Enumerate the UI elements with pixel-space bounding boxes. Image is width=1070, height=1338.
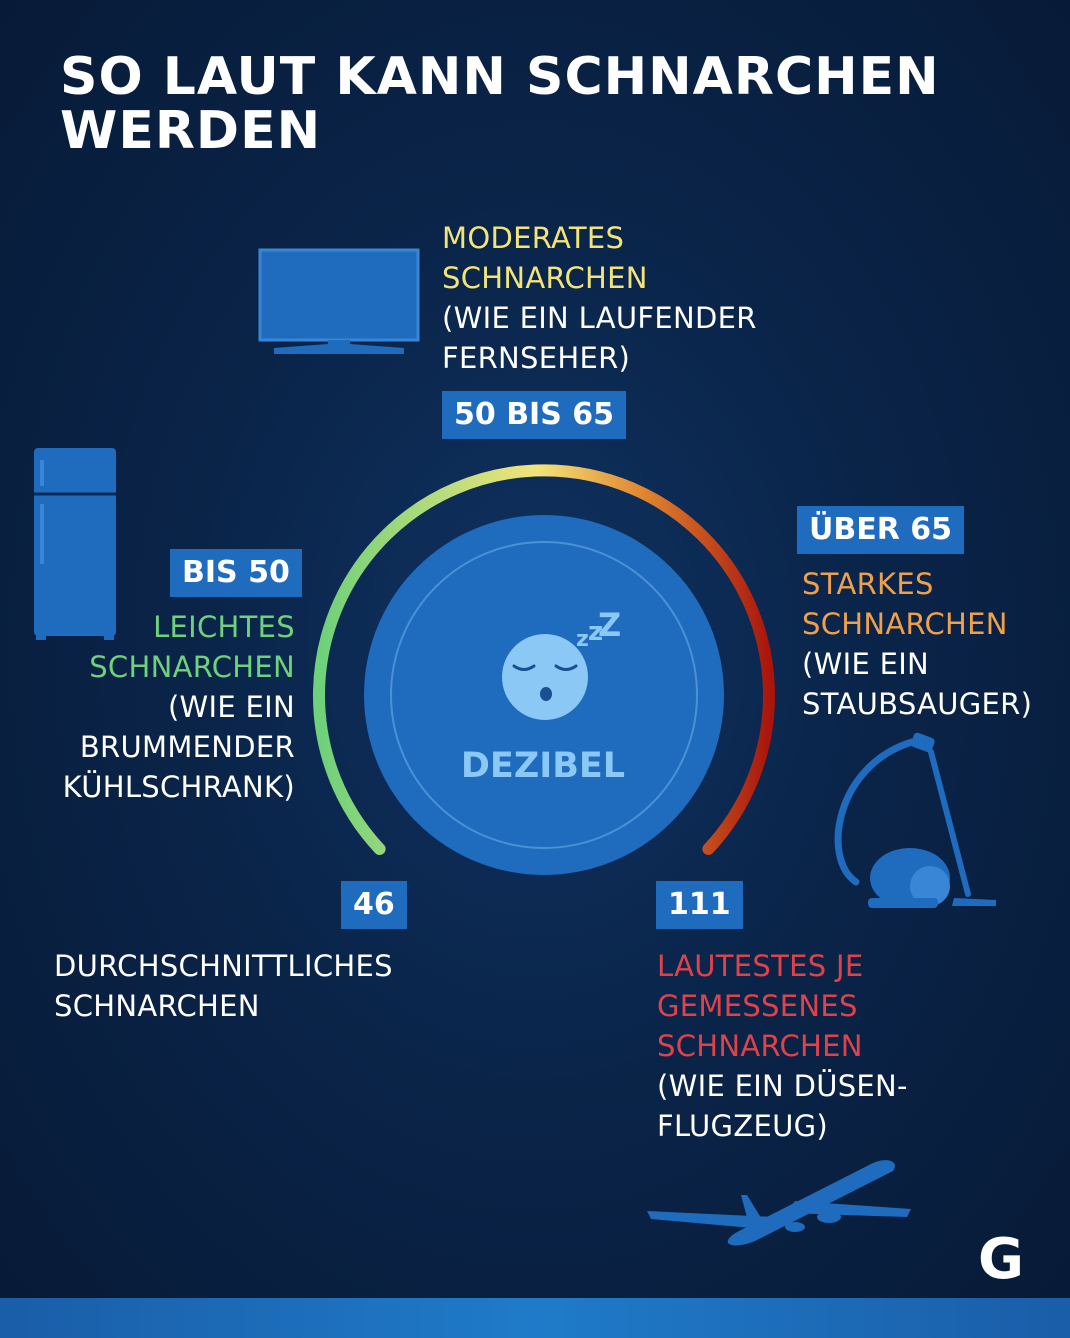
bottom-bar — [0, 1298, 1070, 1338]
moderate-badge: 50 BIS 65 — [442, 391, 627, 439]
light-description: (WIE EIN — [167, 690, 295, 724]
moderate-title: MODERATES — [442, 221, 625, 255]
strong-badge: ÜBER 65 — [797, 506, 965, 554]
strong-label: STARKES SCHNARCHEN (WIE EIN STAUBSAUGER) — [802, 564, 1032, 724]
light-title: LEICHTES — [153, 610, 295, 644]
dezibel-label: DEZIBEL — [461, 746, 625, 786]
page-title: SO LAUT KANN SCHNARCHEN WERDEN — [60, 47, 940, 161]
tv-icon — [258, 248, 420, 354]
sleeping-face-icon — [502, 634, 588, 720]
svg-text:Z: Z — [598, 606, 621, 644]
fridge-icon — [34, 448, 116, 640]
gauge-arc — [313, 464, 775, 855]
average-badge: 46 — [341, 881, 407, 929]
svg-text:z: z — [576, 627, 589, 652]
strong-description: (WIE EIN — [802, 647, 930, 681]
airplane-icon — [647, 1160, 911, 1246]
light-badge: BIS 50 — [170, 549, 302, 597]
decibel-gauge: z z Z DEZIBEL — [313, 464, 775, 875]
svg-text:z: z — [588, 617, 603, 647]
loudest-description: (WIE EIN DÜSEN- — [657, 1069, 908, 1103]
loudest-label: LAUTESTES JE GEMESSENES SCHNARCHEN (WIE … — [657, 946, 908, 1146]
loudest-title: LAUTESTES JE — [657, 949, 864, 983]
brand-logo: G — [978, 1228, 1024, 1284]
average-label: DURCHSCHNITTLICHES SCHNARCHEN — [54, 949, 393, 1023]
moderate-label: MODERATES SCHNARCHEN (WIE EIN LAUFENDER … — [442, 218, 757, 378]
svg-text:G: G — [978, 1228, 1024, 1284]
loudest-badge: 111 — [656, 881, 743, 929]
moderate-description: (WIE EIN LAUFENDER — [442, 301, 757, 335]
vacuum-icon — [834, 732, 996, 908]
light-label: LEICHTES SCHNARCHEN (WIE EIN BRUMMENDER … — [30, 607, 295, 807]
zzz-icon: z z Z — [576, 606, 621, 652]
strong-title: STARKES — [802, 567, 934, 601]
